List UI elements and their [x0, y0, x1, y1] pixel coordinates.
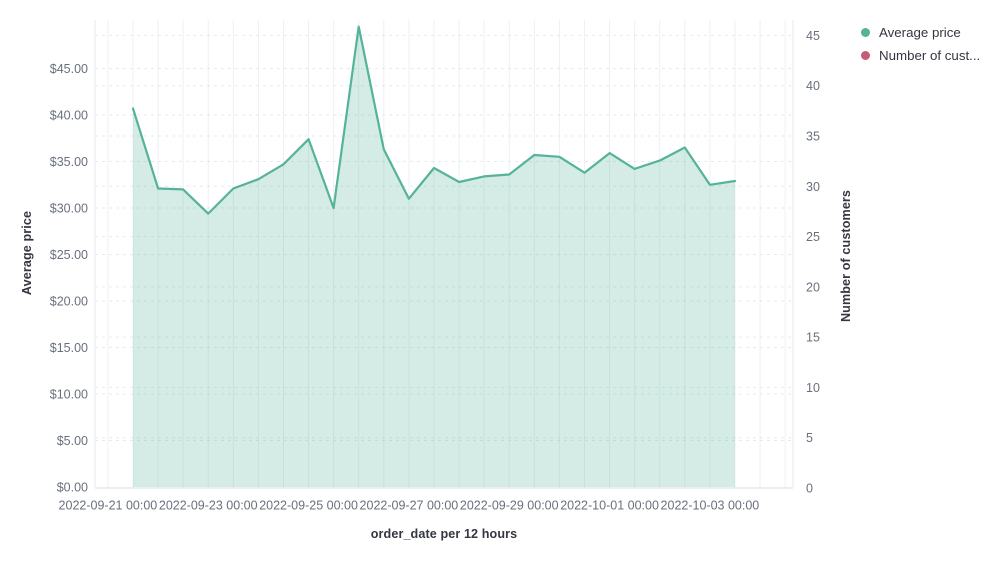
y-axis-right-tick-label: 35	[806, 130, 820, 144]
y-axis-left-tick-label: $5.00	[57, 434, 88, 448]
x-axis-tick-label: 2022-09-27 00:00	[360, 499, 459, 513]
series-color-dot-icon	[861, 28, 870, 37]
x-axis-title: order_date per 12 hours	[370, 527, 518, 541]
y-axis-left-tick-label: $35.00	[50, 155, 88, 169]
plot-area[interactable]	[95, 20, 793, 488]
x-axis-tick-label: 2022-10-01 00:00	[560, 499, 659, 513]
y-axis-right-tick-label: 20	[806, 280, 820, 294]
y-axis-left-tick-label: $45.00	[50, 62, 88, 76]
y-axis-left-tick-label: $15.00	[50, 341, 88, 355]
y-axis-right-tick-label: 45	[806, 29, 820, 43]
y-axis-right-tick-label: 25	[806, 230, 820, 244]
x-axis-tick-label: 2022-10-03 00:00	[661, 499, 760, 513]
y-axis-right-tick-label: 5	[806, 431, 813, 445]
legend-item-average-price[interactable]: Average price	[861, 25, 980, 40]
average-price-line	[131, 25, 737, 215]
x-axis-tick-label: 2022-09-21 00:00	[59, 499, 158, 513]
y-axis-left-tick-label: $10.00	[50, 388, 88, 402]
legend-label: Number of cust...	[879, 48, 981, 63]
x-axis-tick-label: 2022-09-29 00:00	[460, 499, 559, 513]
x-axis-tick-label: 2022-09-23 00:00	[159, 499, 258, 513]
y-axis-right-tick-label: 15	[806, 331, 820, 345]
y-axis-left-tick-label: $40.00	[50, 109, 88, 123]
y-axis-left-tick-label: $0.00	[57, 481, 88, 495]
y-axis-left-title: Average price	[20, 210, 34, 296]
average-price-area-fill	[133, 26, 735, 487]
y-axis-left-tick-label: $20.00	[50, 295, 88, 309]
x-axis-tick-label: 2022-09-25 00:00	[259, 499, 358, 513]
y-axis-right-title: Number of customers	[839, 189, 853, 323]
legend-item-number-of-customers[interactable]: Number of cust...	[861, 48, 980, 63]
y-axis-right-tick-label: 0	[806, 482, 813, 496]
chart-legend: Average price Number of cust...	[861, 25, 980, 63]
legend-label: Average price	[879, 25, 961, 40]
y-axis-right-tick-label: 10	[806, 381, 820, 395]
y-axis-left-tick-label: $25.00	[50, 248, 88, 262]
series-color-dot-icon	[861, 51, 870, 60]
y-axis-right-tick-label: 30	[806, 180, 820, 194]
y-axis-left-tick-label: $30.00	[50, 202, 88, 216]
y-axis-right-tick-label: 40	[806, 79, 820, 93]
